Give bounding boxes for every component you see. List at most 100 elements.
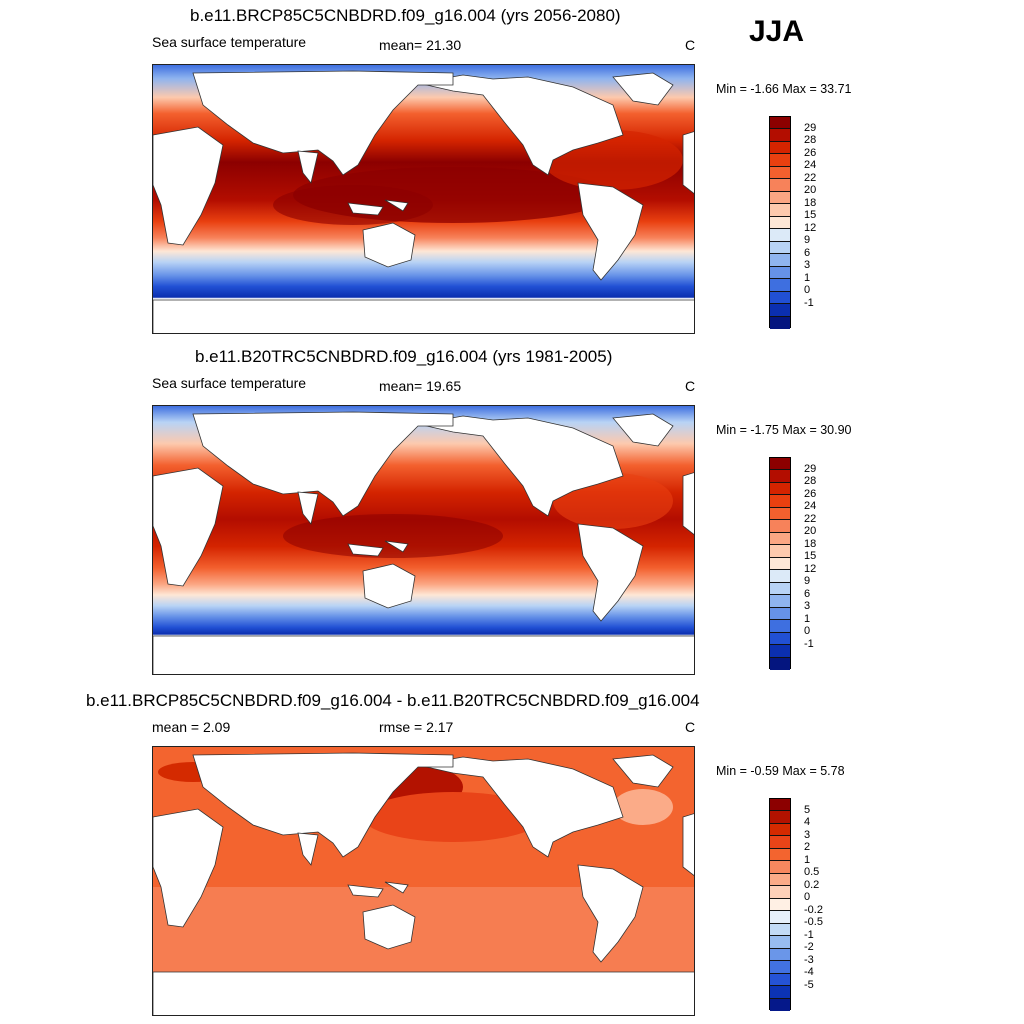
colorbar-swatch (770, 129, 790, 142)
colorbar-swatch (770, 823, 790, 837)
colorbar-swatch (770, 520, 790, 533)
colorbar-swatch (770, 204, 790, 217)
colorbar-label: 0 (804, 284, 811, 297)
colorbar-swatch (770, 886, 790, 899)
colorbar-swatch (770, 291, 790, 305)
colorbar-label: 0 (804, 625, 811, 638)
colorbar-swatch (770, 166, 790, 180)
colorbar-label: 3 (804, 600, 811, 613)
panel-2-minmax-label: Min = -1.75 Max = 30.90 (716, 423, 852, 437)
colorbar-swatch (770, 229, 790, 242)
colorbar-swatch (770, 948, 790, 962)
panel-1-variable-label: Sea surface temperature (152, 34, 307, 50)
colorbar-swatch (770, 873, 790, 887)
season-label: JJA (749, 15, 805, 48)
colorbar-label: 20 (804, 184, 817, 197)
colorbar-label: -1 (804, 296, 814, 309)
colorbar-label: 9 (804, 575, 811, 588)
colorbar-swatch (770, 216, 790, 230)
colorbar-swatch (770, 961, 790, 974)
colorbar-label: 0 (804, 891, 811, 904)
colorbar-label: 18 (804, 196, 817, 209)
colorbar-label: 22 (804, 512, 817, 525)
colorbar-label: 3 (804, 259, 811, 272)
panel-3-colorbar (769, 798, 791, 1011)
colorbar-label: -4 (804, 966, 814, 979)
colorbar-label: 24 (804, 159, 817, 172)
colorbar-swatch (770, 836, 790, 849)
colorbar-swatch (770, 620, 790, 633)
panel-3-minmax-label: Min = -0.59 Max = 5.78 (716, 764, 845, 778)
colorbar-label: 0.5 (804, 866, 820, 879)
colorbar-label: 1 (804, 853, 811, 866)
colorbar-swatch (770, 607, 790, 621)
colorbar-swatch (770, 986, 790, 999)
panel-2-map (152, 405, 695, 675)
colorbar-label: 1 (804, 271, 811, 284)
colorbar-swatch (770, 279, 790, 292)
colorbar-swatch (770, 141, 790, 155)
colorbar-swatch (770, 458, 790, 471)
colorbar-swatch (770, 266, 790, 280)
colorbar-swatch (770, 507, 790, 521)
panel-3-mean-label: mean = 2.09 (152, 719, 231, 735)
panel-2-units-label: C (685, 378, 696, 394)
colorbar-swatch (770, 117, 790, 130)
colorbar-swatch (770, 632, 790, 646)
colorbar-swatch (770, 848, 790, 862)
colorbar-swatch (770, 241, 790, 255)
colorbar-swatch (770, 557, 790, 571)
colorbar-label: 15 (804, 209, 817, 222)
colorbar-swatch (770, 582, 790, 596)
colorbar-swatch (770, 799, 790, 812)
colorbar-label: 3 (804, 828, 811, 841)
colorbar-swatch (770, 998, 790, 1011)
colorbar-swatch (770, 154, 790, 167)
colorbar-label: 28 (804, 475, 817, 488)
colorbar-swatch (770, 304, 790, 317)
colorbar-label: -2 (804, 941, 814, 954)
colorbar-label: 18 (804, 537, 817, 550)
colorbar-label: 0.2 (804, 878, 820, 891)
panel-2-mean-label: mean= 19.65 (379, 378, 462, 394)
colorbar-label: -0.2 (804, 903, 823, 916)
colorbar-swatch (770, 936, 790, 949)
colorbar-label: 6 (804, 246, 811, 259)
panel-3-title: b.e11.BRCP85C5CNBDRD.f09_g16.004 - b.e11… (86, 691, 700, 710)
colorbar-swatch (770, 898, 790, 912)
panel-1-map (152, 64, 695, 334)
panel-3-map (152, 746, 695, 1016)
colorbar-label: 29 (804, 121, 817, 134)
colorbar-swatch (770, 495, 790, 508)
colorbar-label: -5 (804, 978, 814, 991)
panel-2-colorbar (769, 457, 791, 670)
colorbar-swatch (770, 861, 790, 874)
colorbar-swatch (770, 532, 790, 546)
colorbar-swatch (770, 923, 790, 937)
colorbar-label: 12 (804, 562, 817, 575)
colorbar-swatch (770, 973, 790, 987)
colorbar-swatch (770, 811, 790, 824)
colorbar-label: 22 (804, 171, 817, 184)
colorbar-swatch (770, 254, 790, 267)
colorbar-label: 28 (804, 134, 817, 147)
colorbar-swatch (770, 645, 790, 658)
panel-3-rmse-label: rmse = 2.17 (379, 719, 454, 735)
colorbar-label: -3 (804, 953, 814, 966)
colorbar-label: 2 (804, 841, 811, 854)
colorbar-label: 12 (804, 221, 817, 234)
panel-1-units-label: C (685, 37, 696, 53)
colorbar-swatch (770, 191, 790, 205)
colorbar-swatch (770, 470, 790, 483)
colorbar-swatch (770, 911, 790, 924)
colorbar-label: 5 (804, 803, 811, 816)
colorbar-label: 26 (804, 146, 817, 159)
colorbar-label: 6 (804, 587, 811, 600)
colorbar-swatch (770, 570, 790, 583)
colorbar-label: 9 (804, 234, 811, 247)
colorbar-swatch (770, 595, 790, 608)
colorbar-label: 24 (804, 500, 817, 513)
panel-2-variable-label: Sea surface temperature (152, 375, 307, 391)
colorbar-label: 20 (804, 525, 817, 538)
colorbar-swatch (770, 316, 790, 329)
